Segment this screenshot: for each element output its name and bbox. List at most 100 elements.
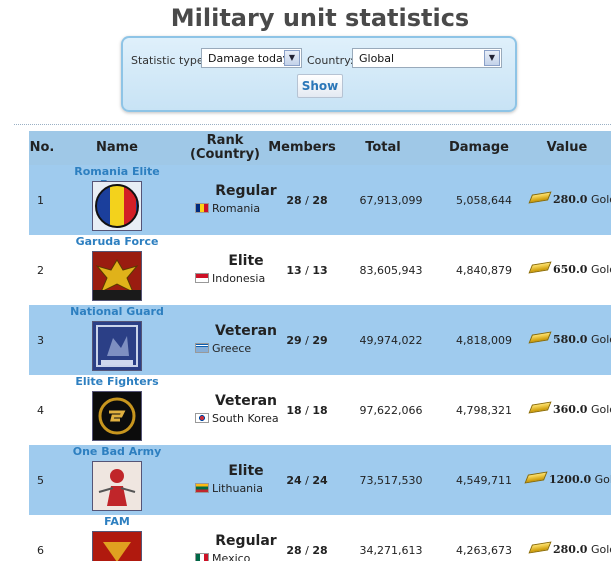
filter-panel: Statistic type: Damage today ▼ Country: … — [121, 36, 517, 112]
chevron-down-icon[interactable]: ▼ — [284, 50, 300, 66]
members-current: 13 — [286, 264, 302, 277]
currency-label: Gold — [590, 403, 611, 416]
rank-text: Veteran — [214, 393, 278, 409]
members-current: 28 — [286, 544, 302, 557]
country-select[interactable]: Global ▼ — [352, 48, 502, 68]
members-current: 24 — [286, 474, 302, 487]
header-total-damage: Total damage — [354, 140, 413, 189]
total-damage: 49,974,022 — [359, 334, 423, 347]
rank-text: Elite — [228, 253, 264, 269]
statistic-type-label: Statistic type: — [131, 54, 208, 67]
country-name: Lithuania — [212, 482, 263, 495]
gold-bar-icon — [528, 541, 552, 554]
statistic-type-select[interactable]: Damage today ▼ — [201, 48, 302, 68]
unit-logo[interactable] — [92, 321, 142, 371]
damage-today: 4,263,673 — [456, 544, 512, 557]
members-max: 13 — [312, 264, 328, 277]
damage-today: 4,840,879 — [456, 264, 512, 277]
unit-value: 280.0 Gold — [528, 541, 611, 556]
table-row: 6 FAM Regular Mexico 28 / 28 34,271,613 … — [29, 515, 611, 561]
table-row: 5 One Bad Army Elite Lithuania 24 / 24 7… — [29, 445, 611, 515]
unit-name-link[interactable]: Garuda Force — [75, 235, 159, 248]
elite-fighters-logo — [93, 392, 141, 440]
gold-bar-icon — [528, 191, 552, 204]
unit-logo[interactable] — [92, 461, 142, 511]
table-row: 1 Romania Elite Force Regular Romania 28… — [29, 165, 611, 235]
members-current: 28 — [286, 194, 302, 207]
fam-logo — [93, 532, 141, 561]
members-separator: / — [305, 474, 309, 487]
value-amount: 280.0 — [553, 543, 588, 556]
romania-shield-logo — [95, 184, 139, 228]
country-name: Indonesia — [212, 272, 266, 285]
currency-label: Gold — [590, 193, 611, 206]
country-name: Mexico — [212, 552, 251, 561]
damage-today: 5,058,644 — [456, 194, 512, 207]
members-max: 18 — [312, 404, 328, 417]
one-bad-army-logo — [93, 462, 141, 510]
members-separator: / — [305, 194, 309, 207]
unit-name-link[interactable]: One Bad Army — [72, 445, 162, 458]
members-count: 28 / 28 — [277, 194, 337, 207]
country-name: Romania — [212, 202, 261, 215]
table-row: 3 National Guard Veteran Greece 29 / 29 … — [29, 305, 611, 375]
members-count: 24 / 24 — [277, 474, 337, 487]
members-max: 29 — [312, 334, 328, 347]
value-amount: 580.0 — [553, 333, 588, 346]
header-damage-today: Damage today — [448, 140, 509, 189]
unit-name-link[interactable]: FAM — [104, 515, 130, 528]
south-korea-flag-icon — [195, 413, 209, 423]
country-name: South Korea — [212, 412, 279, 425]
rank-text: Regular — [215, 533, 277, 549]
members-count: 18 / 18 — [277, 404, 337, 417]
members-separator: / — [305, 544, 309, 557]
gold-bar-icon — [528, 401, 552, 414]
chevron-down-icon[interactable]: ▼ — [484, 50, 500, 66]
header-rank: Rank (Country) — [189, 134, 261, 164]
table-row: 2 Garuda Force Elite Indonesia 13 / 13 8… — [29, 235, 611, 305]
members-max: 24 — [312, 474, 328, 487]
country-text: Greece — [195, 342, 251, 355]
gold-bar-icon — [528, 331, 552, 344]
statistic-type-value: Damage today — [208, 52, 290, 65]
currency-label: Gold — [590, 263, 611, 276]
currency-label: Gold — [590, 543, 611, 556]
country-text: Indonesia — [195, 272, 265, 285]
table-header: No. Name Rank (Country) Members Total da… — [29, 131, 611, 189]
unit-logo[interactable] — [92, 181, 142, 231]
rank-text: Regular — [215, 183, 277, 199]
table-row: 4 Elite Fighters Veteran South Korea 18 … — [29, 375, 611, 445]
unit-value: 650.0 Gold — [528, 261, 611, 276]
romania-flag-icon — [195, 203, 209, 213]
greece-flag-icon — [195, 343, 209, 353]
members-separator: / — [305, 264, 309, 277]
total-damage: 83,605,943 — [359, 264, 423, 277]
damage-today: 4,798,321 — [456, 404, 512, 417]
unit-name-link[interactable]: National Guard — [70, 305, 164, 318]
row-number: 6 — [37, 544, 44, 557]
unit-name-link[interactable]: Elite Fighters — [75, 375, 159, 388]
gold-bar-icon — [524, 471, 548, 484]
unit-value: 1200.0 Gold — [524, 471, 611, 486]
value-amount: 650.0 — [553, 263, 588, 276]
show-button[interactable]: Show — [297, 74, 343, 98]
unit-stats-table: No. Name Rank (Country) Members Total da… — [29, 131, 611, 561]
header-no: No. — [29, 140, 55, 155]
members-separator: / — [305, 404, 309, 417]
unit-logo[interactable] — [92, 531, 142, 561]
unit-logo[interactable] — [92, 391, 142, 441]
total-damage: 97,622,066 — [359, 404, 423, 417]
members-max: 28 — [312, 544, 328, 557]
garuda-logo — [93, 252, 141, 300]
row-number: 1 — [37, 194, 44, 207]
unit-logo[interactable] — [92, 251, 142, 301]
country-text: South Korea — [195, 412, 279, 425]
gold-bar-icon — [528, 261, 552, 274]
country-text: Romania — [195, 202, 260, 215]
row-number: 2 — [37, 264, 44, 277]
total-damage: 34,271,613 — [359, 544, 423, 557]
value-amount: 1200.0 — [549, 473, 592, 486]
total-damage: 67,913,099 — [359, 194, 423, 207]
indonesia-flag-icon — [195, 273, 209, 283]
unit-value: 360.0 Gold — [528, 401, 611, 416]
